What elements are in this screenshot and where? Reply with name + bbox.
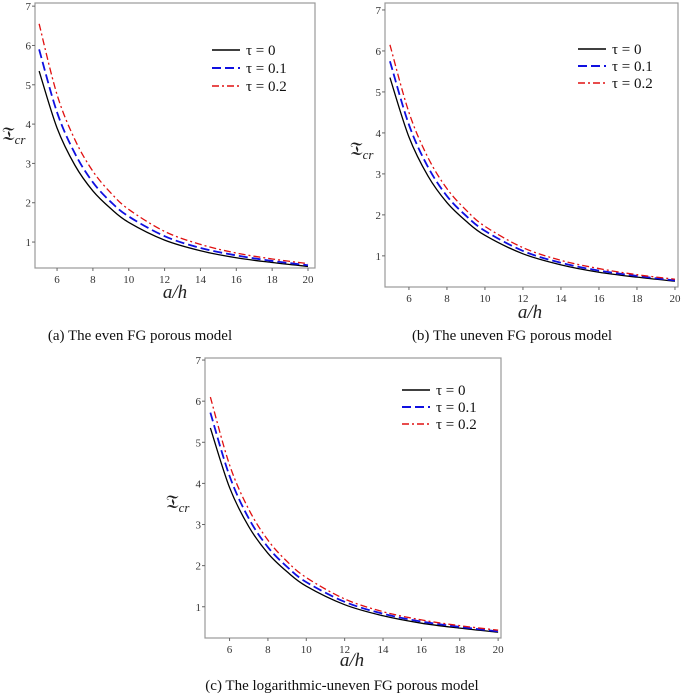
x-tick-label: 12	[339, 644, 350, 656]
legend-label: τ = 0.2	[612, 76, 653, 92]
y-tick-label: 1	[376, 251, 382, 263]
x-tick-label: 18	[631, 293, 643, 305]
x-tick-label: 10	[479, 293, 491, 305]
x-tick-label: 18	[267, 274, 279, 286]
y-tick-label: 2	[376, 210, 382, 222]
x-tick-label: 20	[303, 274, 315, 286]
y-tick-label: 4	[376, 128, 382, 140]
series-line-2	[38, 23, 309, 265]
series-line-2	[209, 396, 499, 631]
x-tick-label: 10	[123, 274, 135, 286]
y-tick-label: 7	[26, 1, 32, 13]
plot-frame	[204, 357, 502, 639]
x-tick-label: 20	[493, 644, 505, 656]
x-tick-label: 16	[593, 293, 605, 305]
series-line-2	[389, 44, 676, 280]
x-tick-label: 8	[444, 293, 450, 305]
y-tick-label: 3	[196, 520, 202, 532]
series-line-1	[38, 49, 309, 267]
x-tick-label: 14	[555, 293, 567, 305]
y-axis-symbol: 𝔗	[350, 139, 363, 160]
y-tick-label: 6	[376, 46, 382, 58]
series-line-1	[209, 412, 499, 633]
x-tick-label: 8	[90, 274, 96, 286]
legend-label: τ = 0	[436, 383, 466, 399]
legend-label: τ = 0	[612, 42, 642, 58]
chart-caption: (a) The even FG porous model	[48, 328, 232, 344]
y-tick-label: 6	[26, 40, 32, 52]
plot-frame	[34, 2, 316, 269]
series-line-1	[389, 60, 676, 282]
y-tick-label: 5	[26, 80, 32, 92]
x-tick-label: 14	[378, 644, 390, 656]
y-tick-label: 5	[196, 437, 202, 449]
x-tick-label: 18	[454, 644, 466, 656]
y-tick-label: 6	[196, 396, 202, 408]
y-tick-label: 4	[26, 119, 32, 131]
y-axis-label: 𝔗cr	[166, 492, 190, 515]
y-axis-subscript: cr	[15, 132, 27, 147]
x-axis-label: a/h	[163, 282, 187, 303]
x-tick-label: 8	[265, 644, 271, 656]
x-axis-label: a/h	[340, 650, 364, 671]
legend-label: τ = 0.1	[246, 61, 287, 77]
x-tick-label: 16	[231, 274, 243, 286]
y-axis-subscript: cr	[179, 500, 191, 515]
y-tick-label: 3	[376, 169, 382, 181]
legend-label: τ = 0	[246, 43, 276, 59]
x-axis-label: a/h	[518, 302, 542, 323]
x-tick-label: 16	[416, 644, 428, 656]
chart-caption: (b) The uneven FG porous model	[412, 328, 612, 344]
series-line-0	[209, 427, 499, 633]
y-tick-label: 5	[376, 87, 382, 99]
y-tick-label: 2	[26, 198, 32, 210]
legend-label: τ = 0.2	[436, 417, 477, 433]
x-tick-label: 14	[195, 274, 207, 286]
x-tick-label: 20	[669, 293, 681, 305]
y-tick-label: 7	[376, 5, 382, 17]
y-tick-label: 1	[196, 602, 202, 614]
y-axis-symbol: 𝔗	[2, 124, 15, 145]
x-tick-label: 6	[406, 293, 412, 305]
x-tick-label: 6	[54, 274, 60, 286]
x-tick-label: 10	[301, 644, 313, 656]
legend-label: τ = 0.1	[436, 400, 477, 416]
y-axis-subscript: cr	[363, 147, 375, 162]
series-line-0	[389, 77, 676, 282]
legend-label: τ = 0.2	[246, 79, 287, 95]
y-axis-label: 𝔗cr	[350, 139, 374, 162]
y-axis-label: 𝔗cr	[2, 124, 26, 147]
x-tick-label: 12	[517, 293, 528, 305]
chart-caption: (c) The logarithmic-uneven FG porous mod…	[205, 678, 478, 694]
series-line-0	[38, 70, 309, 268]
y-axis-symbol: 𝔗	[166, 492, 179, 513]
y-tick-label: 4	[196, 478, 202, 490]
legend-label: τ = 0.1	[612, 59, 653, 75]
y-tick-label: 7	[196, 355, 202, 367]
x-tick-label: 6	[227, 644, 233, 656]
y-tick-label: 2	[196, 561, 202, 573]
y-tick-label: 1	[26, 237, 32, 249]
plot-frame	[384, 2, 679, 288]
y-tick-label: 3	[26, 158, 32, 170]
x-tick-label: 12	[159, 274, 170, 286]
